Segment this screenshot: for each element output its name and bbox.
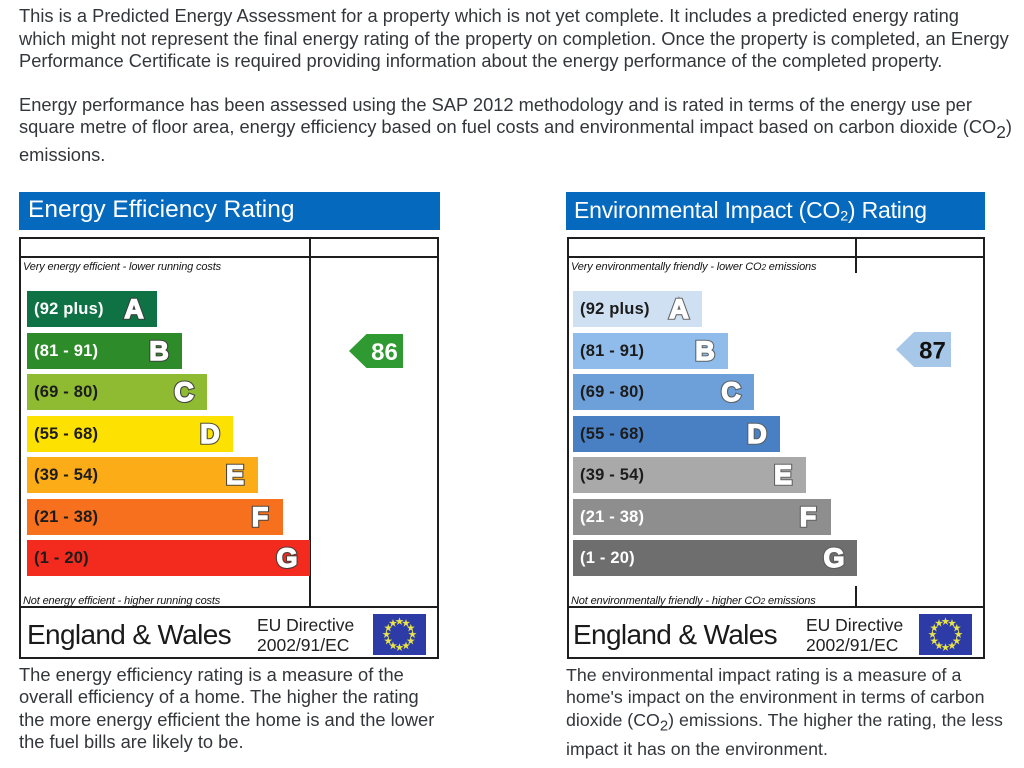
svg-text:87: 87 xyxy=(919,337,946,364)
svg-text:86: 86 xyxy=(371,339,398,366)
